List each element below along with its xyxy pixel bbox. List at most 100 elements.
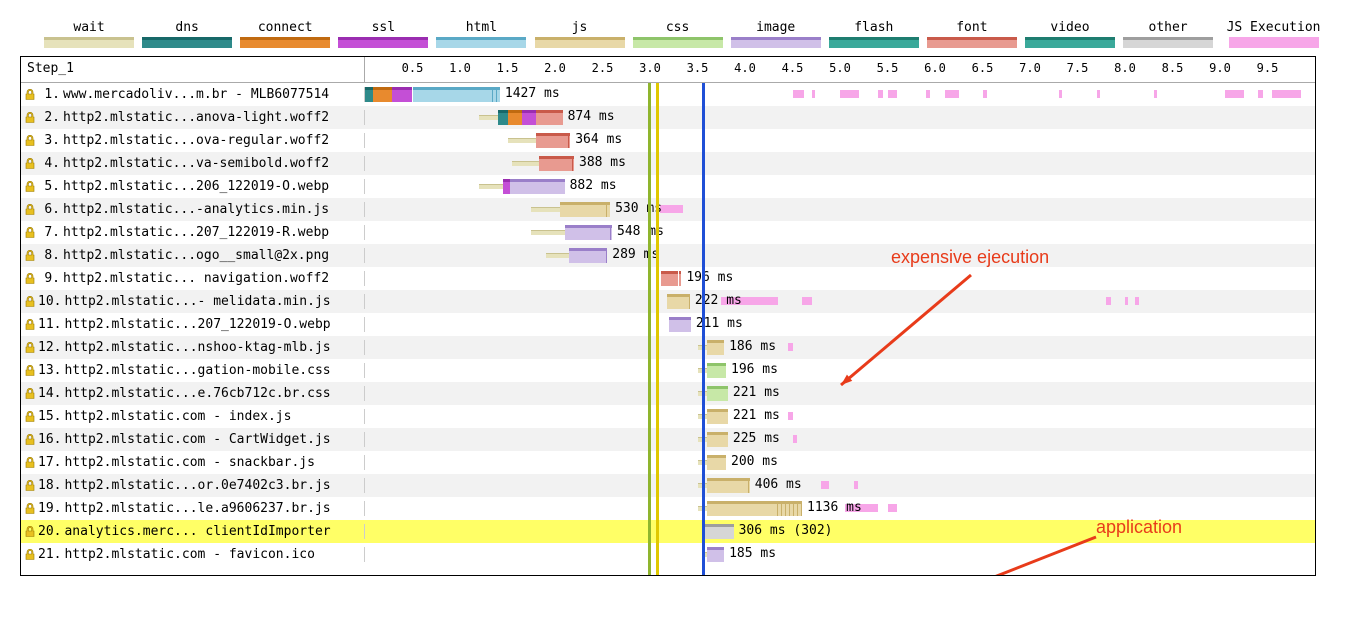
waterfall-row[interactable]: 10. http2.mlstatic...- melidata.min.js22…	[21, 290, 1315, 313]
row-url: http2.mlstatic.com - index.js	[64, 409, 291, 424]
segment-image	[510, 179, 562, 194]
waterfall-row[interactable]: 7. http2.mlstatic...207_122019-R.webp548…	[21, 221, 1315, 244]
row-url: http2.mlstatic...or.0e7402c3.br.js	[64, 478, 330, 493]
segment-html	[489, 87, 500, 102]
time-tick: 8.0	[1114, 61, 1136, 75]
row-url: http2.mlstatic...le.a9606237.br.js	[64, 501, 330, 516]
waterfall-row[interactable]: 9. http2.mlstatic... navigation.woff2196…	[21, 267, 1315, 290]
js-execution-span	[888, 90, 898, 98]
segment-image	[607, 225, 612, 240]
time-tick: 9.5	[1257, 61, 1279, 75]
waterfall-row[interactable]: 4. http2.mlstatic...va-semibold.woff2388…	[21, 152, 1315, 175]
legend-label: dns	[175, 20, 198, 35]
segment-dns	[498, 110, 508, 125]
segment-js	[745, 478, 750, 493]
waterfall-row[interactable]: 12. http2.mlstatic...nshoo-ktag-mlb.js18…	[21, 336, 1315, 359]
segment-js	[560, 202, 603, 217]
row-label: 5. http2.mlstatic...206_122019-O.webp	[21, 179, 365, 194]
js-execution-span	[812, 90, 815, 98]
js-execution-span	[1272, 90, 1301, 98]
legend-item-other: other	[1119, 20, 1217, 48]
js-execution-span	[983, 90, 988, 98]
legend-item-ssl: ssl	[334, 20, 432, 48]
row-index: 16.	[38, 432, 61, 447]
row-url: http2.mlstatic...nshoo-ktag-mlb.js	[64, 340, 330, 355]
lock-icon	[25, 158, 35, 169]
legend-item-dns: dns	[138, 20, 236, 48]
row-label: 17. http2.mlstatic.com - snackbar.js	[21, 455, 365, 470]
waterfall-row[interactable]: 5. http2.mlstatic...206_122019-O.webp882…	[21, 175, 1315, 198]
row-label: 14. http2.mlstatic...e.76cb712c.br.css	[21, 386, 365, 401]
segment-wait	[698, 437, 708, 442]
row-chart: 882 ms	[365, 175, 1315, 198]
js-execution-span	[793, 435, 798, 443]
row-url: http2.mlstatic...- melidata.min.js	[64, 294, 330, 309]
segment-wait	[698, 483, 708, 488]
row-timing: 364 ms	[575, 132, 622, 147]
segment-css	[707, 363, 726, 378]
waterfall-row[interactable]: 6. http2.mlstatic...-analytics.min.js530…	[21, 198, 1315, 221]
lock-icon	[25, 112, 35, 123]
row-chart: 406 ms	[365, 474, 1315, 497]
row-chart: 530 ms	[365, 198, 1315, 221]
segment-wait	[531, 207, 560, 212]
row-chart: 196 ms	[365, 359, 1315, 382]
waterfall-row[interactable]: 1. www.mercadoliv...m.br - MLB6077514142…	[21, 83, 1315, 106]
lock-icon	[25, 273, 35, 284]
waterfall-row[interactable]: 2. http2.mlstatic...anova-light.woff2874…	[21, 106, 1315, 129]
row-timing: 200 ms	[731, 454, 778, 469]
waterfall-row[interactable]: 16. http2.mlstatic.com - CartWidget.js22…	[21, 428, 1315, 451]
time-tick: 2.0	[544, 61, 566, 75]
legend-swatch	[927, 37, 1017, 48]
waterfall-row[interactable]: 20. analytics.merc... clientIdImporter30…	[21, 520, 1315, 543]
segment-wait	[479, 184, 503, 189]
js-execution-span	[793, 90, 804, 98]
waterfall-row[interactable]: 18. http2.mlstatic...or.0e7402c3.br.js40…	[21, 474, 1315, 497]
waterfall-row[interactable]: 19. http2.mlstatic...le.a9606237.br.js11…	[21, 497, 1315, 520]
waterfall-row[interactable]: 21. http2.mlstatic.com - favicon.ico185 …	[21, 543, 1315, 566]
row-index: 5.	[38, 179, 60, 194]
js-execution-span	[1135, 297, 1140, 305]
row-index: 15.	[38, 409, 61, 424]
row-url: http2.mlstatic.com - snackbar.js	[64, 455, 314, 470]
row-url: http2.mlstatic... navigation.woff2	[63, 271, 329, 286]
segment-wait	[546, 253, 570, 258]
segment-js	[707, 340, 724, 355]
row-index: 12.	[38, 340, 61, 355]
legend-swatch	[240, 37, 330, 48]
legend-item-image: image	[727, 20, 825, 48]
row-label: 13. http2.mlstatic...gation-mobile.css	[21, 363, 365, 378]
row-index: 9.	[38, 271, 60, 286]
legend-swatch	[1229, 37, 1319, 48]
row-url: http2.mlstatic...va-semibold.woff2	[63, 156, 329, 171]
row-chart: 221 ms	[365, 382, 1315, 405]
waterfall-row[interactable]: 17. http2.mlstatic.com - snackbar.js 200 …	[21, 451, 1315, 474]
waterfall-row[interactable]: 14. http2.mlstatic...e.76cb712c.br.css22…	[21, 382, 1315, 405]
waterfall-row[interactable]: 3. http2.mlstatic...ova-regular.woff2364…	[21, 129, 1315, 152]
row-index: 19.	[38, 501, 61, 516]
waterfall-row[interactable]: 8. http2.mlstatic...ogo__small@2x.png289…	[21, 244, 1315, 267]
row-index: 17.	[38, 455, 61, 470]
js-execution-span	[1097, 90, 1100, 98]
time-tick: 3.0	[639, 61, 661, 75]
segment-wait	[508, 138, 537, 143]
segment-html	[413, 87, 489, 102]
js-execution-span	[821, 481, 829, 489]
waterfall-row[interactable]: 13. http2.mlstatic...gation-mobile.css19…	[21, 359, 1315, 382]
segment-image	[688, 317, 691, 332]
waterfall-row[interactable]: 15. http2.mlstatic.com - index.js221 ms	[21, 405, 1315, 428]
segment-js	[603, 202, 611, 217]
js-execution-span	[788, 343, 793, 351]
time-tick: 6.5	[972, 61, 994, 75]
row-index: 11.	[38, 317, 61, 332]
legend-swatch	[436, 37, 526, 48]
row-index: 21.	[38, 547, 61, 562]
segment-image	[563, 179, 565, 194]
legend-item-css: css	[629, 20, 727, 48]
waterfall-row[interactable]: 11. http2.mlstatic...207_122019-O.webp21…	[21, 313, 1315, 336]
row-url: http2.mlstatic...anova-light.woff2	[63, 110, 329, 125]
row-chart: 289 ms	[365, 244, 1315, 267]
segment-js	[667, 294, 686, 309]
legend-item-connect: connect	[236, 20, 334, 48]
row-chart: 388 ms	[365, 152, 1315, 175]
